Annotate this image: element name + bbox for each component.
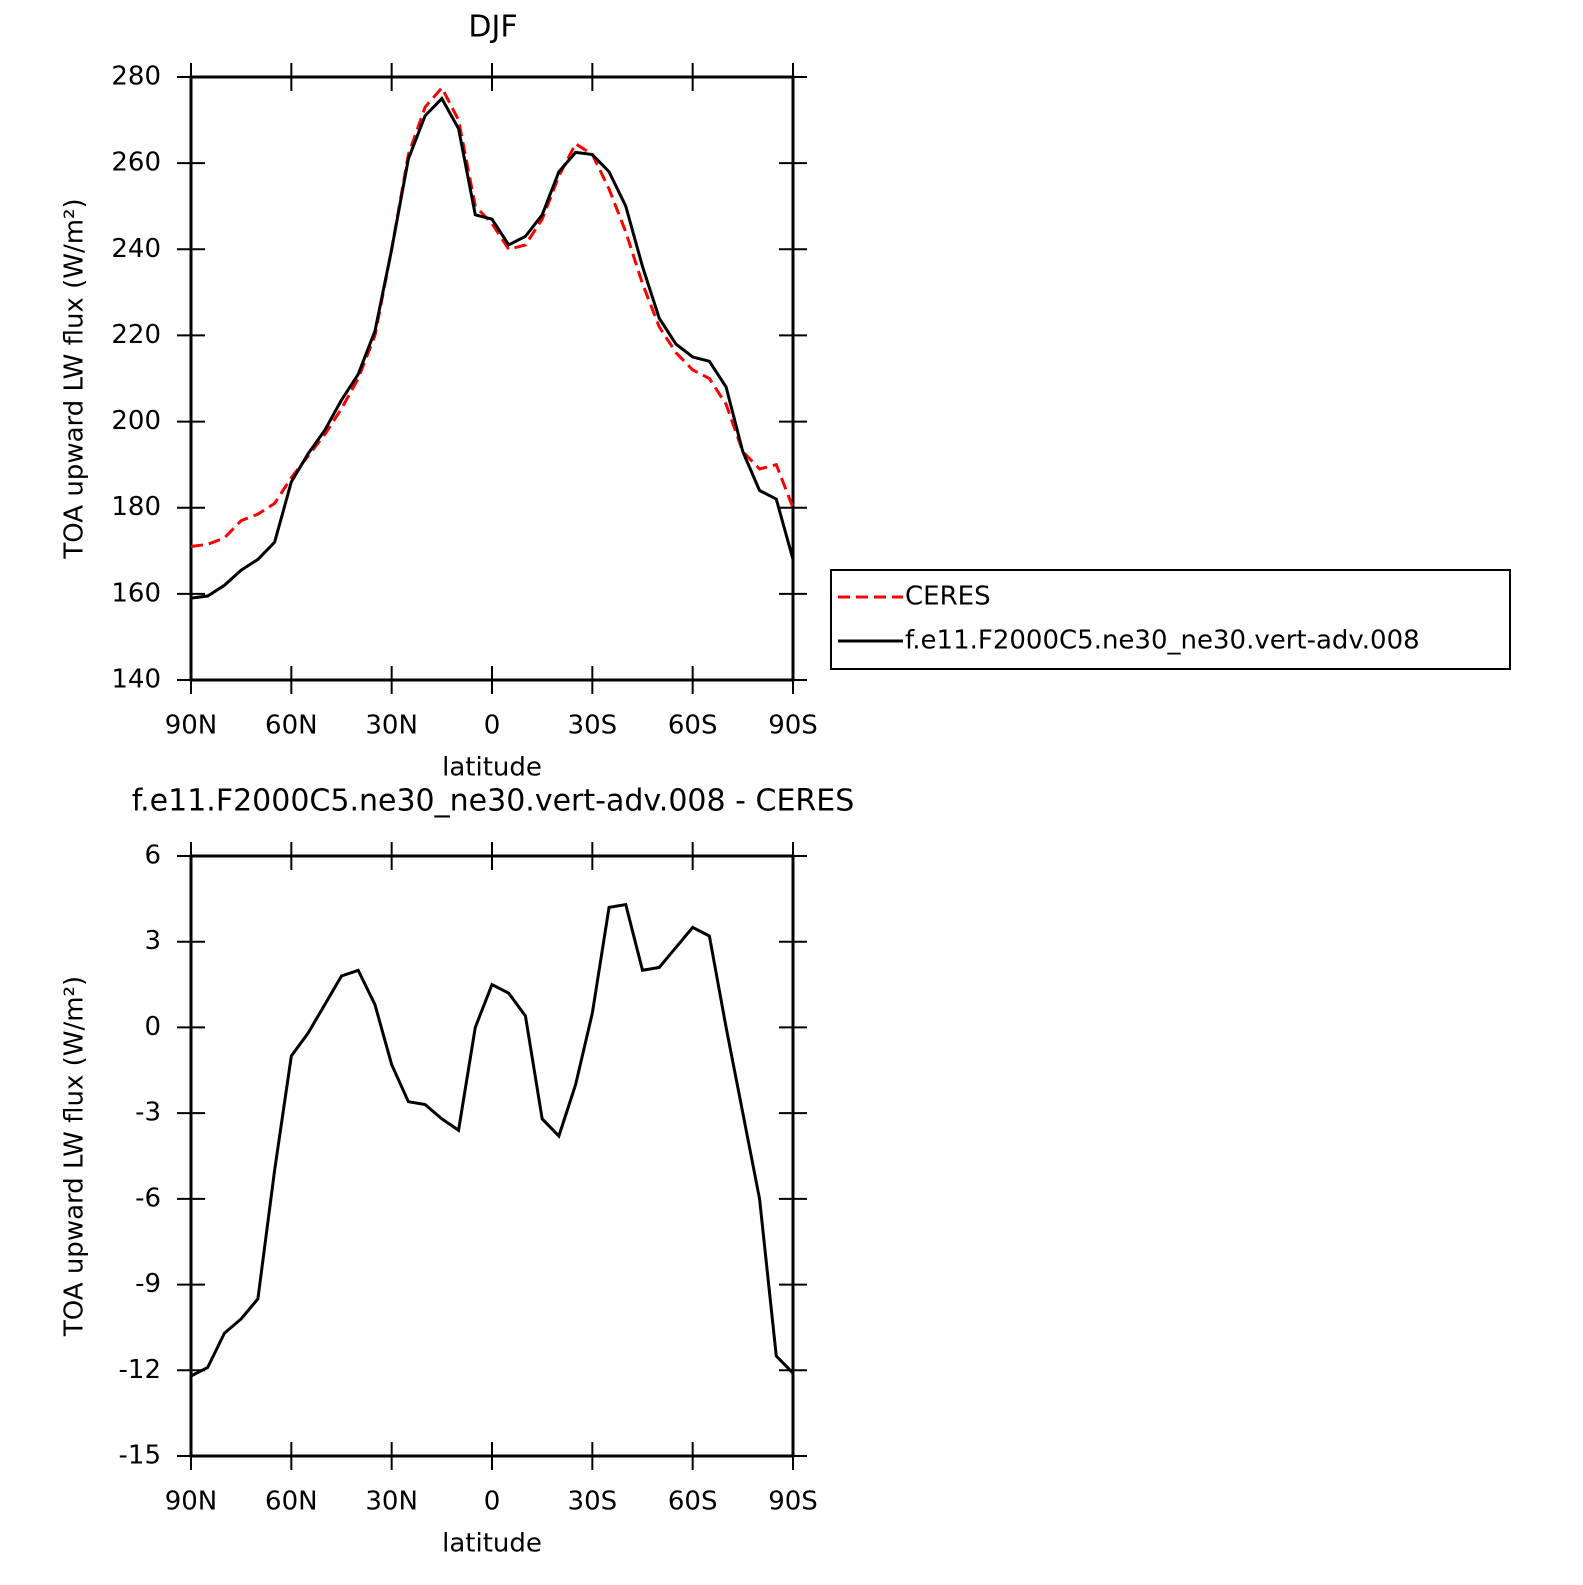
y-tick-label: 6 — [144, 841, 161, 871]
chart-title: DJF — [468, 10, 517, 45]
y-tick-label: 200 — [111, 406, 161, 436]
x-tick-label: 30S — [568, 711, 618, 741]
x-tick-label: 60N — [265, 711, 318, 741]
plot-frame — [189, 75, 795, 682]
x-tick-label: 0 — [484, 1487, 501, 1517]
legend-label: f.e11.F2000C5.ne30_ne30.vert-adv.008 — [905, 626, 1420, 656]
y-axis-label: TOA upward LW flux (W/m²) — [60, 198, 90, 559]
x-tick-label: 90S — [768, 711, 818, 741]
y-tick-label: 260 — [111, 148, 161, 178]
plot-frame — [189, 854, 795, 1458]
y-tick-label: 220 — [111, 320, 161, 350]
y-tick-label: 180 — [111, 492, 161, 522]
x-axis-label: latitude — [442, 1529, 542, 1559]
y-tick-label: 0 — [144, 1012, 161, 1042]
y-tick-label: 240 — [111, 234, 161, 264]
y-axis-label: TOA upward LW flux (W/m²) — [60, 976, 90, 1337]
y-tick-label: 160 — [111, 578, 161, 608]
x-tick-label: 60S — [668, 711, 718, 741]
series-line — [190, 96, 795, 600]
x-tick-label: 0 — [484, 711, 501, 741]
x-tick-label: 90N — [165, 711, 218, 741]
series-line — [190, 85, 795, 548]
legend-box — [830, 569, 1511, 670]
y-tick-label: 140 — [111, 665, 161, 695]
x-axis-label: latitude — [442, 753, 542, 783]
legend-label: CERES — [905, 582, 991, 612]
x-tick-label: 30S — [568, 1487, 618, 1517]
y-tick-label: 3 — [144, 926, 161, 956]
x-tick-label: 30N — [365, 711, 418, 741]
x-tick-label: 60N — [265, 1487, 318, 1517]
y-tick-label: -3 — [135, 1098, 161, 1128]
y-tick-label: -12 — [119, 1355, 161, 1385]
y-tick-label: -9 — [135, 1269, 161, 1299]
y-tick-label: 280 — [111, 62, 161, 92]
y-tick-label: -6 — [135, 1183, 161, 1213]
x-tick-label: 90N — [165, 1487, 218, 1517]
x-tick-label: 60S — [668, 1487, 718, 1517]
x-tick-label: 30N — [365, 1487, 418, 1517]
chart-title: f.e11.F2000C5.ne30_ne30.vert-adv.008 - C… — [132, 784, 855, 819]
series-line — [190, 902, 795, 1378]
x-tick-label: 90S — [768, 1487, 818, 1517]
y-tick-label: -15 — [119, 1441, 161, 1471]
